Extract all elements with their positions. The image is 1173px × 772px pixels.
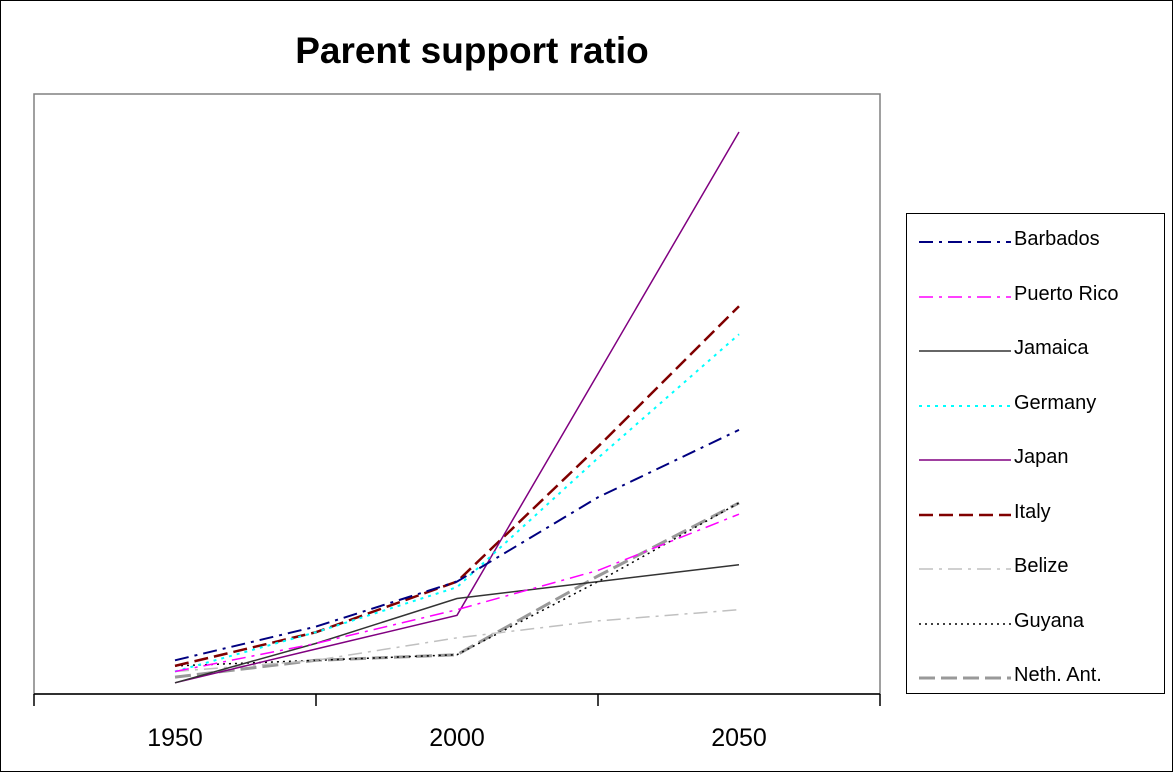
legend-swatch xyxy=(919,568,1011,570)
legend-swatch xyxy=(919,513,1011,516)
series-line-germany xyxy=(174,333,740,673)
legend-item: Neth. Ant. xyxy=(907,662,1166,692)
legend-item: Belize xyxy=(907,553,1166,583)
x-tick-label: 1950 xyxy=(147,724,203,752)
legend-label: Italy xyxy=(1014,500,1051,523)
legend-swatch xyxy=(919,350,1011,352)
series-line-puerto-rico xyxy=(174,513,740,673)
legend-label: Barbados xyxy=(1014,228,1100,250)
series-line-barbados xyxy=(174,428,740,662)
legend-item: Guyana xyxy=(907,608,1166,638)
plot-frame xyxy=(33,93,881,695)
series-line-jamaica xyxy=(174,563,740,684)
chart-title: Parent support ratio xyxy=(295,30,649,71)
legend-label: Jamaica xyxy=(1014,337,1089,359)
x-tick-label: 2050 xyxy=(711,724,767,752)
legend-item: Jamaica xyxy=(907,335,1166,365)
legend-item: Barbados xyxy=(907,226,1166,256)
x-tick-label: 2000 xyxy=(429,724,485,752)
legend-label: Guyana xyxy=(1014,609,1085,632)
legend-swatch xyxy=(919,295,1011,298)
legend-swatch xyxy=(919,241,1011,243)
legend-label: Germany xyxy=(1014,391,1097,414)
legend-item: Puerto Rico xyxy=(907,281,1166,311)
legend-label: Puerto Rico xyxy=(1014,282,1119,305)
series-lines xyxy=(174,131,740,684)
legend-item: Italy xyxy=(907,499,1166,529)
legend-swatch xyxy=(919,459,1011,461)
legend-item: Germany xyxy=(907,390,1166,420)
legend-item: Japan xyxy=(907,444,1166,474)
series-line-japan xyxy=(174,131,740,684)
legend-label: Neth. Ant. xyxy=(1014,664,1102,686)
legend-swatch xyxy=(919,404,1011,407)
x-axis: 1950 2000 2050 xyxy=(33,693,881,752)
legend-label: Japan xyxy=(1014,446,1069,468)
legend-label: Belize xyxy=(1014,555,1069,577)
legend: Barbados Puerto Rico Jamaica Germany Japan It… xyxy=(906,213,1165,694)
legend-swatch xyxy=(919,622,1011,625)
series-line-belize xyxy=(174,608,740,673)
series-line-guyana xyxy=(174,502,740,667)
legend-swatch xyxy=(919,676,1011,680)
